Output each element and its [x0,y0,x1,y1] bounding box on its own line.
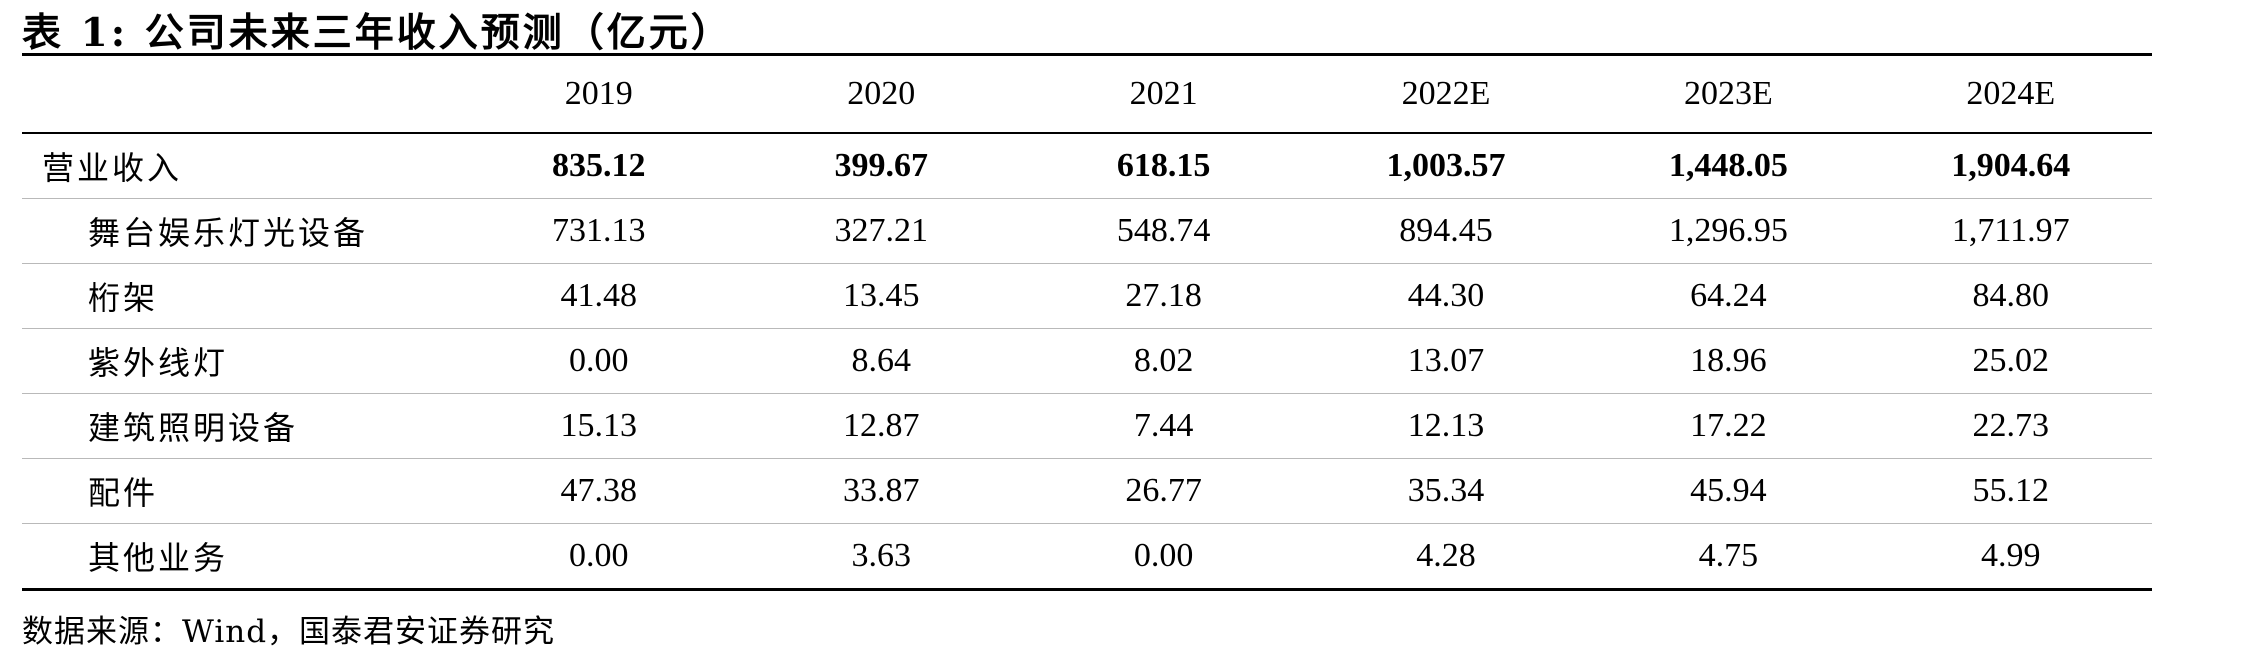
table-row: 舞台娱乐灯光设备 731.13 327.21 548.74 894.45 1,2… [22,198,2152,264]
value-cell: 13.45 [740,263,1023,329]
value-cell: 17.22 [1587,393,1870,459]
value-cell: 0.00 [457,328,740,394]
value-cell: 1,711.97 [1869,198,2152,264]
value-cell: 55.12 [1869,458,2152,524]
header-year-cell: 2022E [1401,75,1491,112]
table-row: 紫外线灯 0.00 8.64 8.02 13.07 18.96 25.02 [22,328,2152,394]
value-cell: 64.24 [1587,263,1870,329]
row-label: 桁架 [22,263,458,329]
row-label: 紫外线灯 [22,328,458,394]
value-cell: 18.96 [1587,328,1870,394]
table-title: 表 1: 公司未来三年收入预测（亿元） [22,10,733,56]
table-header-row: 2019 2020 2021 2022E 2023E 2024E [22,54,2152,134]
value-cell: 84.80 [1869,263,2152,329]
header-year-cell: 2024E [1966,75,2056,112]
value-cell: 44.30 [1304,263,1588,329]
header-year-cell: 2023E [1683,75,1773,112]
table-row: 桁架 41.48 13.45 27.18 44.30 64.24 84.80 [22,263,2152,329]
row-label: 舞台娱乐灯光设备 [22,198,458,264]
data-source-note: 数据来源：Wind，国泰君安证券研究 [22,614,556,650]
value-cell: 33.87 [740,458,1023,524]
value-cell: 0.00 [1022,523,1305,591]
value-cell: 12.87 [740,393,1023,459]
value-cell: 4.75 [1587,523,1870,591]
value-cell: 25.02 [1869,328,2152,394]
value-cell: 4.99 [1869,523,2152,591]
value-cell: 894.45 [1304,198,1588,264]
value-cell: 0.00 [457,523,740,591]
value-cell: 41.48 [457,263,740,329]
table-row: 其他业务 0.00 3.63 0.00 4.28 4.75 4.99 [22,523,2152,591]
value-cell: 45.94 [1587,458,1870,524]
header-year-cell: 2019 [564,75,633,112]
header-year-cell: 2020 [847,75,916,112]
row-label: 营业收入 [22,133,458,199]
value-cell: 13.07 [1304,328,1588,394]
value-cell: 399.67 [740,133,1023,199]
value-cell: 1,296.95 [1587,198,1870,264]
value-cell: 4.28 [1304,523,1588,591]
value-cell: 27.18 [1022,263,1305,329]
row-label: 配件 [22,458,458,524]
revenue-forecast-table: 2019 2020 2021 2022E 2023E 2024E 营业收入 83… [22,53,2152,591]
row-label: 其他业务 [22,523,458,591]
value-cell: 12.13 [1304,393,1588,459]
table-row-total-revenue: 营业收入 835.12 399.67 618.15 1,003.57 1,448… [22,133,2152,199]
value-cell: 1,448.05 [1587,133,1870,199]
value-cell: 35.34 [1304,458,1588,524]
revenue-forecast-table-container: 2019 2020 2021 2022E 2023E 2024E 营业收入 83… [22,53,2152,591]
table-row: 建筑照明设备 15.13 12.87 7.44 12.13 17.22 22.7… [22,393,2152,459]
value-cell: 8.02 [1022,328,1305,394]
value-cell: 835.12 [457,133,740,199]
value-cell: 8.64 [740,328,1023,394]
header-year-cell: 2021 [1129,75,1198,112]
value-cell: 22.73 [1869,393,2152,459]
value-cell: 1,003.57 [1304,133,1588,199]
value-cell: 327.21 [740,198,1023,264]
value-cell: 618.15 [1022,133,1305,199]
header-label-cell [22,55,458,134]
table-row: 配件 47.38 33.87 26.77 35.34 45.94 55.12 [22,458,2152,524]
value-cell: 47.38 [457,458,740,524]
value-cell: 7.44 [1022,393,1305,459]
value-cell: 731.13 [457,198,740,264]
value-cell: 1,904.64 [1869,133,2152,199]
value-cell: 548.74 [1022,198,1305,264]
value-cell: 15.13 [457,393,740,459]
value-cell: 3.63 [740,523,1023,591]
value-cell: 26.77 [1022,458,1305,524]
row-label: 建筑照明设备 [22,393,458,459]
